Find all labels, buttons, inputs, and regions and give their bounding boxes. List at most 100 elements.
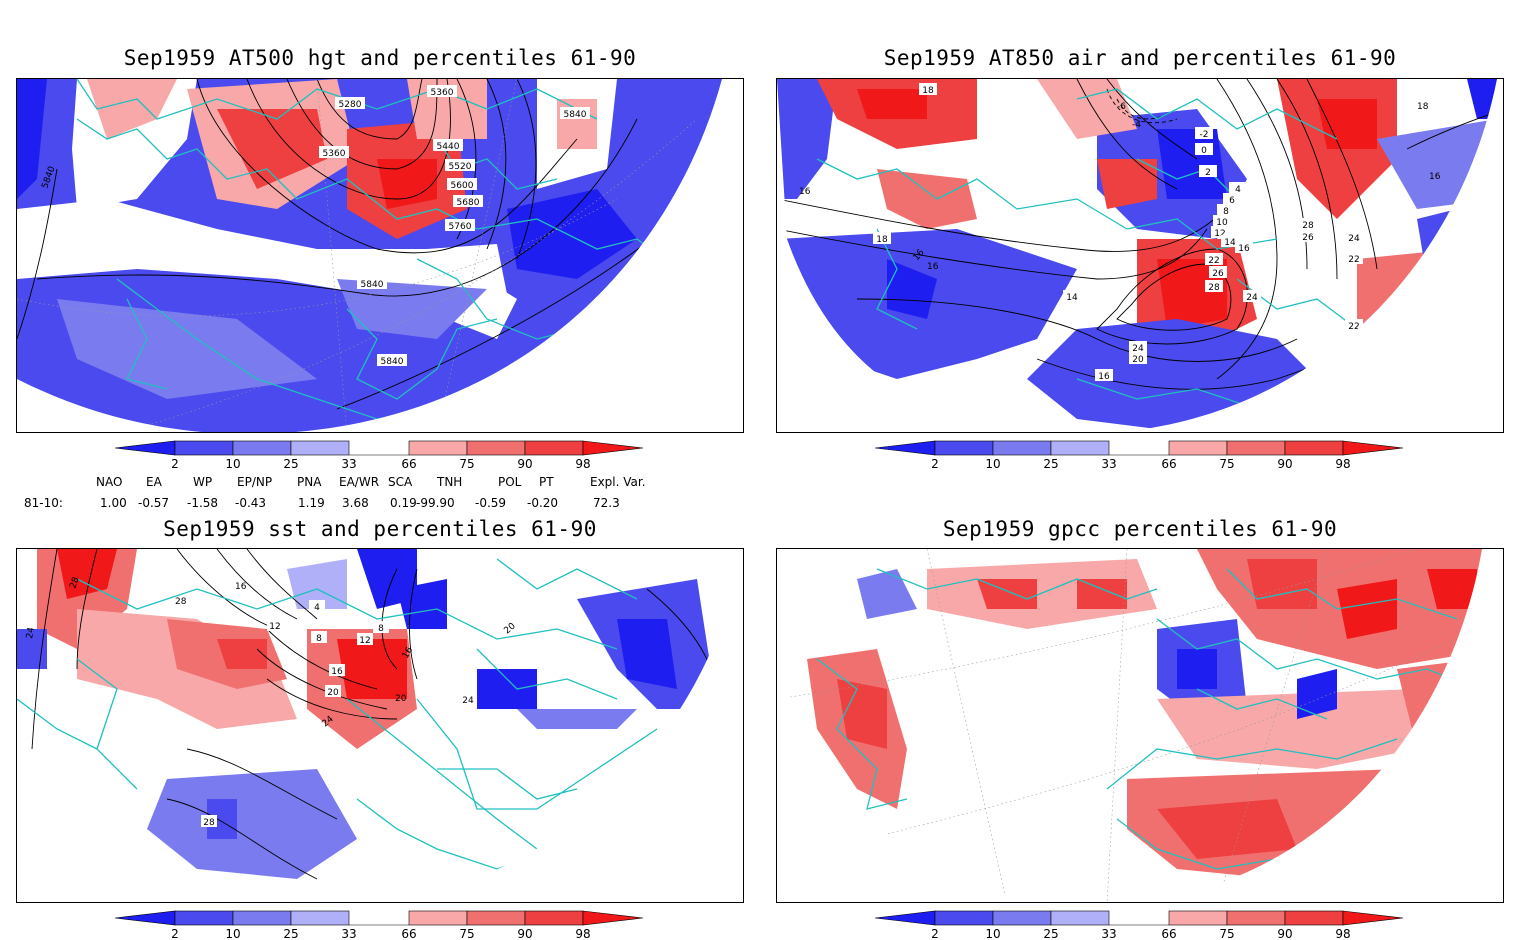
contour-label: 5680 bbox=[457, 198, 480, 208]
contour-label: 22 bbox=[1348, 322, 1359, 332]
colorbar-tick-label: 90 bbox=[517, 927, 532, 940]
panel-title-gpcc: Sep1959 gpcc percentiles 61-90 bbox=[942, 517, 1338, 541]
contour-label: 16 bbox=[235, 582, 247, 592]
contour-label: 5280 bbox=[339, 100, 362, 110]
index-value: 1.00 bbox=[100, 496, 127, 510]
contour-label: 0 bbox=[1201, 146, 1207, 156]
map-hgt500: 5280 5360 5840 5360 5440 5520 5600 5680 … bbox=[16, 78, 744, 433]
contour-label: 14 bbox=[1224, 238, 1236, 248]
colorbar-tick-label: 2 bbox=[171, 457, 179, 470]
contour-label: -6 bbox=[1117, 102, 1126, 112]
colorbar-tick-label: 33 bbox=[1101, 457, 1116, 470]
index-value: 0.19 bbox=[390, 496, 417, 510]
contour-label: 28 bbox=[1302, 221, 1314, 231]
contour-label: 20 bbox=[327, 688, 339, 698]
contour-label: 6 bbox=[1229, 196, 1235, 206]
index-value: -0.59 bbox=[475, 496, 507, 510]
colorbar-tick-label: 25 bbox=[1043, 457, 1058, 470]
contour-label: 12 bbox=[269, 622, 280, 632]
colorbar-tick-label: 98 bbox=[575, 927, 590, 940]
colorbar-tick-label: 90 bbox=[517, 457, 532, 470]
panel-title-sst: Sep1959 sst and percentiles 61-90 bbox=[163, 517, 597, 541]
colorbar-tick-label: 10 bbox=[225, 927, 240, 940]
index-header: WP bbox=[193, 475, 213, 489]
contour-label: 22 bbox=[1208, 256, 1219, 266]
colorbar-tick-label: 75 bbox=[1219, 457, 1234, 470]
contour-label: 18 bbox=[1308, 372, 1320, 382]
panel-title-hgt500: Sep1959 AT500 hgt and percentiles 61-90 bbox=[123, 46, 637, 70]
colorbar-tick-label: 2 bbox=[171, 927, 179, 940]
contour-label: 2 bbox=[1205, 168, 1211, 178]
map-gpcc bbox=[776, 548, 1504, 903]
colorbar-hgt500: 2 10 25 33 66 75 90 98 bbox=[115, 440, 644, 470]
colorbar-tick-label: 75 bbox=[459, 927, 474, 940]
index-value: -1.58 bbox=[187, 496, 219, 510]
contour-label: 5520 bbox=[449, 162, 472, 172]
contour-label: 28 bbox=[711, 660, 726, 675]
colorbar-tick-label: 10 bbox=[985, 457, 1000, 470]
index-row-label: 81-10: bbox=[24, 496, 63, 510]
index-header: NAO bbox=[96, 475, 123, 489]
indices-header-row: NAO EA WP EP/NP PNA EA/WR SCA TNH POL PT… bbox=[0, 475, 760, 491]
index-value: 72.3 bbox=[593, 496, 620, 510]
colorbar-tick-label: 25 bbox=[1043, 927, 1058, 940]
colorbar-air850: 2 10 25 33 66 75 90 98 bbox=[875, 440, 1404, 470]
map-air850: 18 16 -6 -4 -2 0 2 4 6 8 10 12 14 16 18 … bbox=[776, 78, 1504, 433]
colorbar-tick-label: 33 bbox=[341, 457, 356, 470]
colorbar-tick-label: 25 bbox=[283, 927, 298, 940]
contour-label: 24 bbox=[1348, 234, 1360, 244]
index-header: EA bbox=[146, 475, 162, 489]
index-value: 1.19 bbox=[298, 496, 325, 510]
index-header: TNH bbox=[437, 475, 463, 489]
map-sst: 28 24 28 16 12 8 4 8 12 16 20 24 20 16 2… bbox=[16, 548, 744, 903]
colorbar-tick-label: 66 bbox=[401, 457, 416, 470]
contour-label: 20 bbox=[1132, 355, 1144, 365]
contour-label: 28 bbox=[68, 576, 81, 590]
colorbar-tick-label: 75 bbox=[1219, 927, 1234, 940]
index-header: PNA bbox=[297, 475, 322, 489]
colorbar-sst: 2 10 25 33 66 75 90 98 bbox=[115, 910, 644, 940]
index-header: EP/NP bbox=[237, 475, 273, 489]
contour-label: 16 bbox=[799, 187, 811, 197]
index-header: SCA bbox=[388, 475, 413, 489]
colorbar-tick-label: 66 bbox=[1161, 927, 1176, 940]
index-value: -0.20 bbox=[527, 496, 559, 510]
contour-label: 16 bbox=[331, 667, 343, 677]
contour-label: 18 bbox=[1417, 102, 1429, 112]
contour-label: 20 bbox=[395, 694, 407, 704]
contour-label: 8 bbox=[378, 624, 384, 634]
contour-label: 22 bbox=[1348, 255, 1359, 265]
colorbar-gpcc: 2 10 25 33 66 75 90 98 bbox=[875, 910, 1404, 940]
contour-label: 14 bbox=[1424, 271, 1439, 286]
contour-label: 8 bbox=[316, 634, 322, 644]
contour-label: 5840 bbox=[564, 110, 587, 120]
contour-label: 26 bbox=[1302, 233, 1314, 243]
index-value: -99.90 bbox=[416, 496, 455, 510]
contour-label: 5360 bbox=[431, 88, 454, 98]
contour-label: 10 bbox=[1216, 218, 1228, 228]
contour-label: 16 bbox=[1098, 372, 1110, 382]
index-header: Expl. Var. bbox=[590, 475, 646, 489]
contour-label: 28 bbox=[175, 597, 187, 607]
contour-label: 5440 bbox=[437, 142, 460, 152]
contour-label: -4 bbox=[1132, 120, 1141, 130]
contour-label: 5760 bbox=[449, 222, 472, 232]
colorbar-tick-label: 10 bbox=[225, 457, 240, 470]
contour-label: 24 bbox=[25, 626, 37, 639]
index-value: -0.57 bbox=[138, 496, 170, 510]
colorbar-tick-label: 98 bbox=[1335, 927, 1350, 940]
contour-label: 4 bbox=[1235, 185, 1241, 195]
contour-label: 24 bbox=[1132, 344, 1144, 354]
contour-label: 8 bbox=[1223, 207, 1229, 217]
contour-label: 12 bbox=[359, 636, 370, 646]
colorbar-tick-label: 10 bbox=[985, 927, 1000, 940]
colorbar-tick-label: 66 bbox=[401, 927, 416, 940]
contour-label: 18 bbox=[876, 235, 888, 245]
colorbar-tick-label: 2 bbox=[931, 457, 939, 470]
contour-label: 5600 bbox=[451, 181, 474, 191]
contour-label: 26 bbox=[1212, 269, 1224, 279]
indices-value-row: 81-10: 1.00 -0.57 -1.58 -0.43 1.19 3.68 … bbox=[0, 496, 760, 512]
contour-label: 16 bbox=[1458, 222, 1470, 232]
contour-label: 4 bbox=[314, 603, 320, 613]
contour-label: 16 bbox=[927, 262, 939, 272]
